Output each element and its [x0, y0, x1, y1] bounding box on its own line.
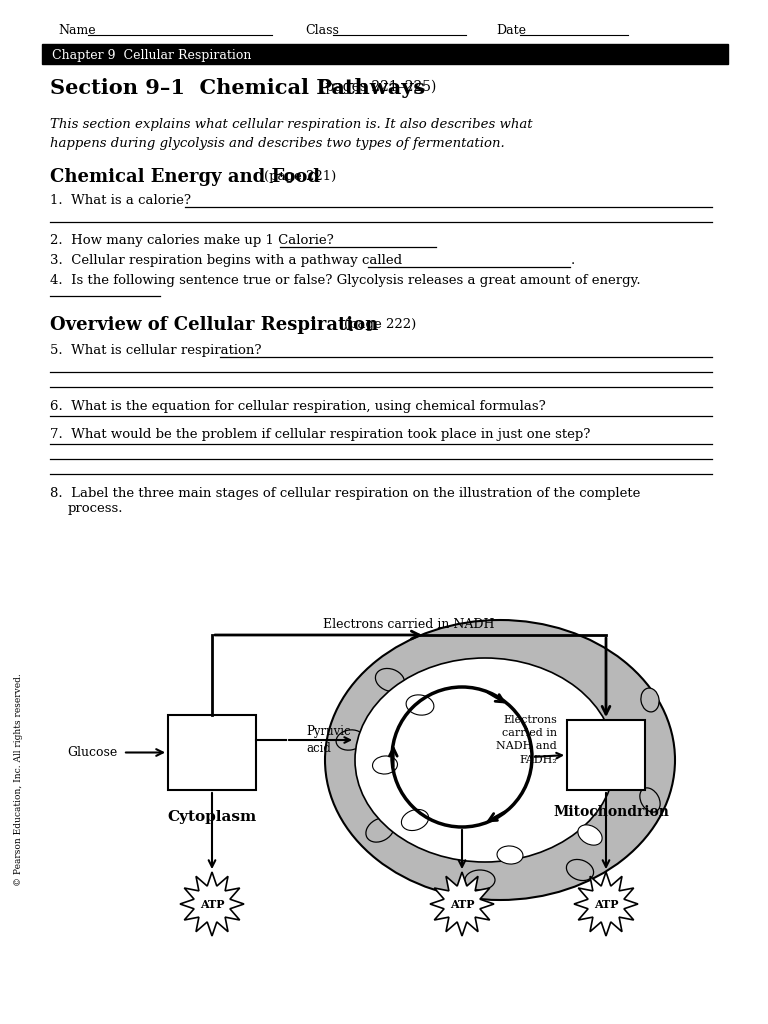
- Text: ATP: ATP: [200, 898, 224, 909]
- Text: 8.  Label the three main stages of cellular respiration on the illustration of t: 8. Label the three main stages of cellul…: [50, 487, 641, 500]
- Text: Section 9–1  Chemical Pathways: Section 9–1 Chemical Pathways: [50, 78, 425, 98]
- Text: Chapter 9  Cellular Respiration: Chapter 9 Cellular Respiration: [52, 48, 251, 61]
- Ellipse shape: [376, 669, 405, 691]
- Ellipse shape: [578, 825, 602, 845]
- Text: Cytoplasm: Cytoplasm: [167, 810, 257, 824]
- Text: (pages 221–225): (pages 221–225): [320, 80, 436, 94]
- Text: Mitochondrion: Mitochondrion: [553, 805, 669, 819]
- Text: 5.  What is cellular respiration?: 5. What is cellular respiration?: [50, 344, 261, 357]
- Text: 2.  How many calories make up 1 Calorie?: 2. How many calories make up 1 Calorie?: [50, 234, 334, 247]
- Ellipse shape: [641, 688, 659, 712]
- Text: This section explains what cellular respiration is. It also describes what
happe: This section explains what cellular resp…: [50, 118, 533, 150]
- Ellipse shape: [497, 846, 523, 864]
- Text: Glucose: Glucose: [68, 746, 118, 759]
- Text: Date: Date: [496, 24, 526, 37]
- Text: (page 222): (page 222): [344, 318, 416, 331]
- Text: Name: Name: [58, 24, 96, 37]
- Ellipse shape: [567, 859, 594, 881]
- Text: 1.  What is a calorie?: 1. What is a calorie?: [50, 194, 191, 207]
- Text: 6.  What is the equation for cellular respiration, using chemical formulas?: 6. What is the equation for cellular res…: [50, 400, 546, 413]
- Ellipse shape: [366, 818, 394, 842]
- Ellipse shape: [640, 787, 660, 812]
- Text: Electrons
carried in
NADH and
FADH₂: Electrons carried in NADH and FADH₂: [496, 715, 557, 765]
- Text: ATP: ATP: [450, 898, 475, 909]
- Text: 3.  Cellular respiration begins with a pathway called: 3. Cellular respiration begins with a pa…: [50, 254, 402, 267]
- Text: 4.  Is the following sentence true or false? Glycolysis releases a great amount : 4. Is the following sentence true or fal…: [50, 274, 641, 287]
- Ellipse shape: [355, 658, 615, 862]
- Ellipse shape: [406, 695, 434, 715]
- Text: Electrons carried in NADH: Electrons carried in NADH: [323, 618, 495, 631]
- Bar: [567, 720, 645, 790]
- Text: (page 221): (page 221): [264, 170, 336, 183]
- Polygon shape: [430, 872, 494, 936]
- Text: Chemical Energy and Food: Chemical Energy and Food: [50, 168, 320, 186]
- Polygon shape: [180, 872, 244, 936]
- Text: Class: Class: [305, 24, 339, 37]
- Text: Overview of Cellular Respiration: Overview of Cellular Respiration: [50, 316, 379, 334]
- Ellipse shape: [336, 730, 364, 751]
- Ellipse shape: [465, 870, 495, 890]
- Text: process.: process.: [68, 502, 124, 515]
- Ellipse shape: [402, 809, 429, 830]
- Text: 7.  What would be the problem if cellular respiration took place in just one ste: 7. What would be the problem if cellular…: [50, 428, 591, 441]
- Bar: [42, 44, 728, 63]
- Ellipse shape: [372, 756, 398, 774]
- Polygon shape: [574, 872, 638, 936]
- Text: ATP: ATP: [594, 898, 618, 909]
- Ellipse shape: [325, 620, 675, 900]
- Text: .: .: [571, 254, 575, 267]
- Text: © Pearson Education, Inc. All rights reserved.: © Pearson Education, Inc. All rights res…: [14, 674, 23, 887]
- Text: Pyruvic
acid: Pyruvic acid: [306, 725, 351, 755]
- Bar: [168, 715, 256, 790]
